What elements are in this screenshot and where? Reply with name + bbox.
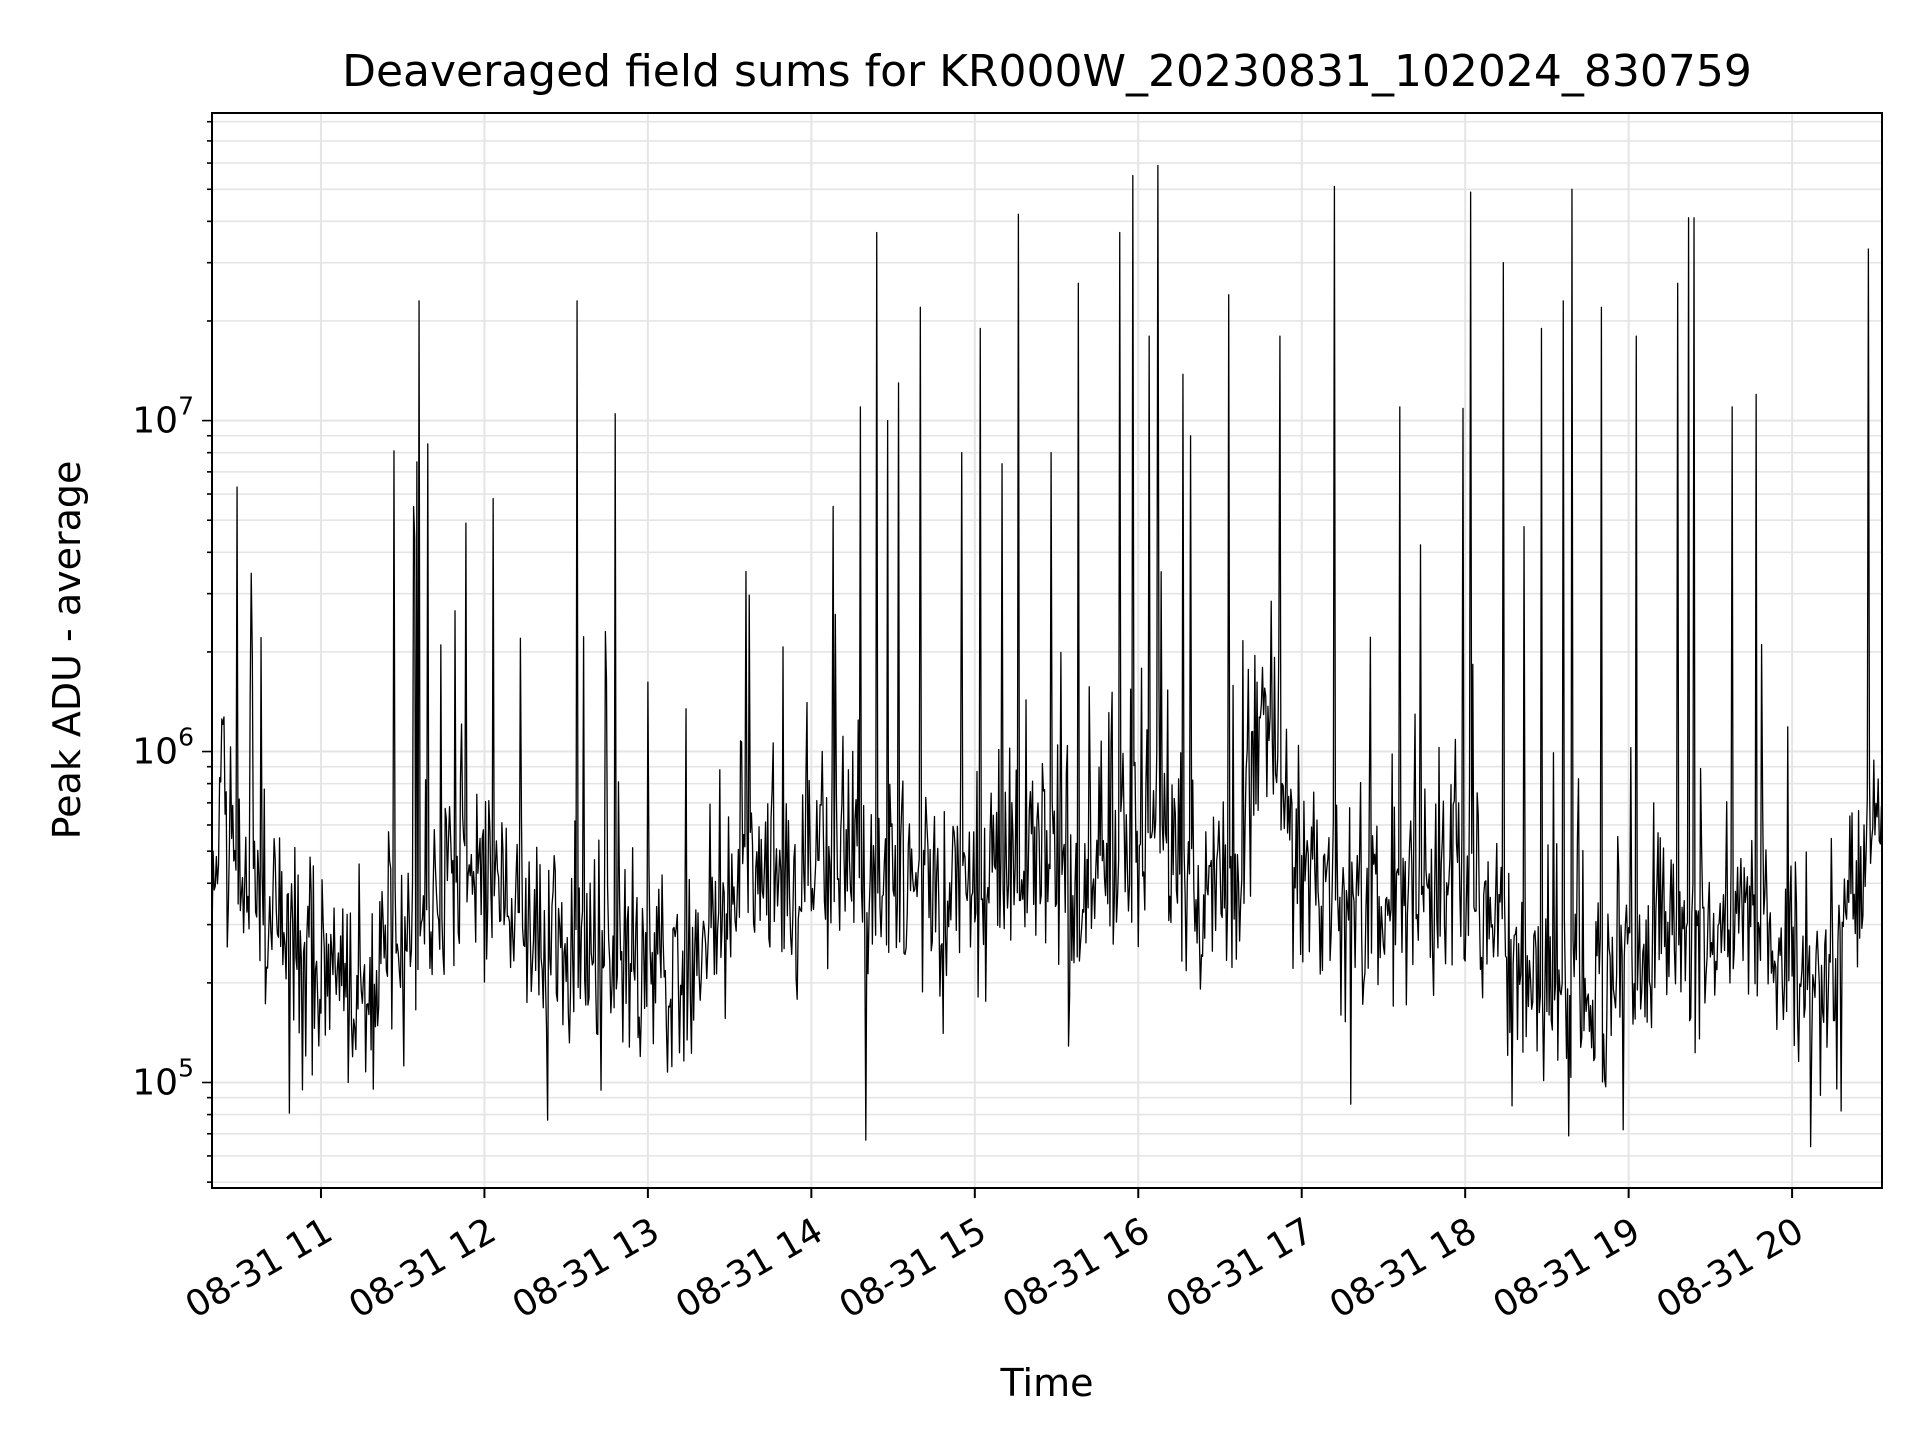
chart-title: Deaveraged field sums for KR000W_2023083… <box>342 46 1752 97</box>
y-axis-label: Peak ADU - average <box>45 461 89 840</box>
y-tick-label: 106 <box>132 723 194 773</box>
y-tick-label: 105 <box>132 1054 194 1104</box>
y-tick-label: 107 <box>132 392 194 442</box>
plot-area <box>211 164 1883 1148</box>
series-line <box>211 164 1883 1148</box>
x-axis-label: Time <box>1000 1361 1094 1405</box>
plot-frame <box>211 112 1883 1189</box>
